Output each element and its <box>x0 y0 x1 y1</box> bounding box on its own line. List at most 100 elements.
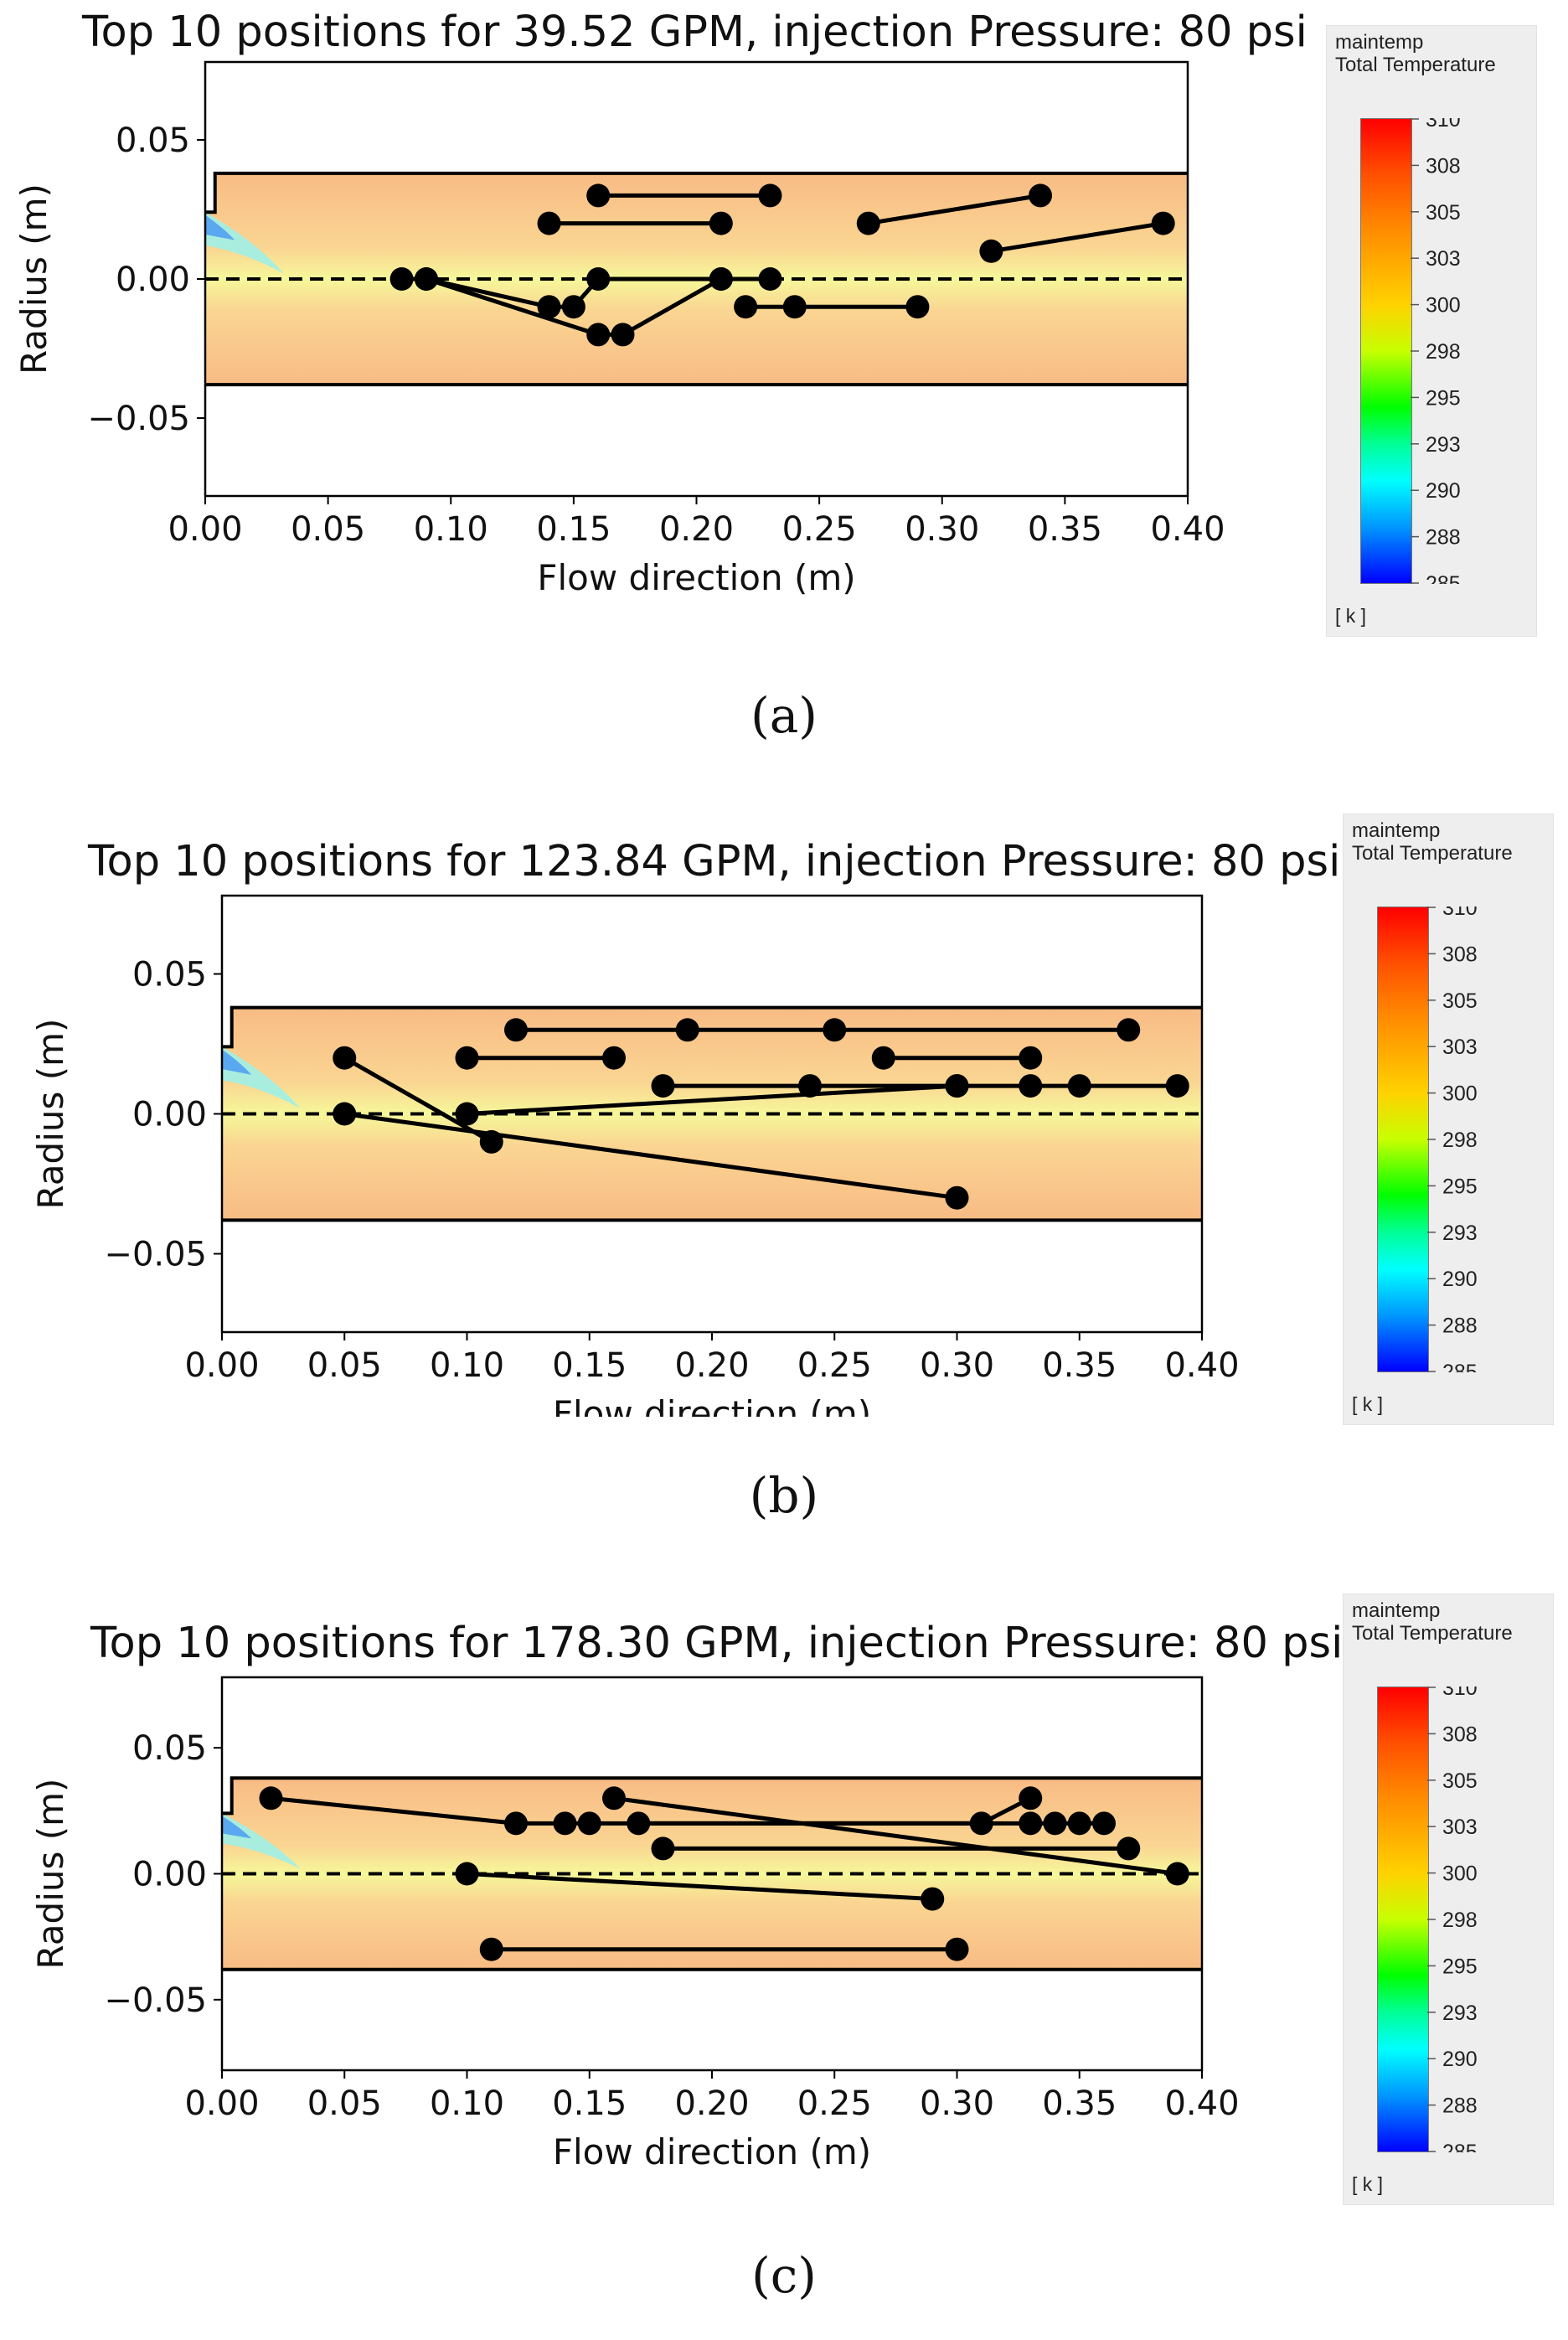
legend-tick-labels: 310 308 305 303 300 298 295 293 290 288 285 <box>1427 1687 1478 2152</box>
pipe-upper-wall <box>222 1005 1202 1049</box>
x-tick-label: 0.10 <box>414 510 488 549</box>
x-tick-label: 0.40 <box>1150 510 1225 549</box>
injection-plume <box>222 1046 301 1108</box>
temperature-legend: maintemp Total Temperature 310 308 305 303 3… <box>1326 25 1537 637</box>
legend-tick-label: 285 <box>1442 2141 1478 2152</box>
temperature-legend: maintemp Total Temperature 310 308 305 303 3… <box>1343 1594 1554 2205</box>
legend-tick-label: 305 <box>1442 1769 1478 1793</box>
legend-unit: [ k ] <box>1352 2173 1384 2195</box>
position-marker <box>414 267 438 291</box>
x-tick-label: 0.25 <box>797 2084 872 2123</box>
x-tick-label: 0.05 <box>307 1346 382 1385</box>
position-marker <box>979 239 1003 263</box>
position-marker <box>1019 1074 1043 1098</box>
x-tick-label: 0.30 <box>920 1346 994 1385</box>
position-marker <box>333 1046 357 1070</box>
legend-tick-label: 288 <box>1426 526 1461 550</box>
chart-c: Top 10 positions for 178.30 GPM, injecti… <box>30 1619 1340 2172</box>
y-tick-label: 0.00 <box>116 261 190 299</box>
y-axis-label: Radius (m) <box>13 183 54 375</box>
position-marker <box>389 267 414 291</box>
position-marker <box>905 295 930 319</box>
injection-plume <box>222 1813 301 1869</box>
x-tick-label: 0.00 <box>184 2084 259 2123</box>
position-marker <box>586 323 611 347</box>
position-marker <box>798 1074 822 1098</box>
position-marker <box>1067 1811 1091 1836</box>
panel-caption: (c) <box>751 2247 817 2304</box>
legend-subtitle: Total Temperature <box>1352 1622 1513 1645</box>
x-tick-label: 0.30 <box>905 510 979 549</box>
x-axis-label: Flow direction (m) <box>553 2131 871 2172</box>
position-marker <box>1092 1811 1116 1836</box>
position-marker <box>627 1811 651 1836</box>
x-tick-label: 0.15 <box>552 2084 627 2123</box>
y-axis-label: Radius (m) <box>30 1019 71 1210</box>
position-marker <box>945 1937 969 1961</box>
position-marker <box>455 1046 479 1070</box>
position-marker <box>1165 1074 1189 1098</box>
legend-tick-label: 298 <box>1442 1129 1478 1152</box>
position-marker <box>1029 183 1053 208</box>
position-marker <box>611 323 635 347</box>
position-connector-line <box>467 1083 957 1116</box>
legend-tick-label: 310 <box>1442 1687 1478 1700</box>
temperature-legend: maintemp Total Temperature 310 308 305 303 3… <box>1343 814 1554 1425</box>
legend-tick-label: 288 <box>1442 1315 1478 1338</box>
x-tick-label: 0.30 <box>920 2084 994 2123</box>
legend-colorbar <box>1360 118 1412 584</box>
legend-subtitle: Total Temperature <box>1352 842 1513 865</box>
legend-tick-label: 308 <box>1442 1723 1478 1746</box>
injection-plume <box>205 212 284 274</box>
position-marker <box>651 1836 675 1861</box>
position-marker <box>586 267 611 291</box>
legend-title: maintemp <box>1352 819 1441 842</box>
inlet-step-cutout <box>222 1007 232 1047</box>
y-tick-label: 0.00 <box>132 1096 207 1134</box>
y-tick-label: 0.05 <box>132 1729 207 1768</box>
legend-tick-label: 300 <box>1426 294 1461 318</box>
position-marker <box>1019 1811 1043 1836</box>
legend-tick-label: 298 <box>1442 1909 1478 1932</box>
position-marker <box>553 1811 577 1836</box>
x-axis-label: Flow direction (m) <box>537 557 855 598</box>
chart-title: Top 10 positions for 39.52 GPM, injectio… <box>81 8 1308 57</box>
position-marker <box>1151 211 1175 235</box>
chart-b: Top 10 positions for 123.84 GPM, injecti… <box>30 837 1340 1417</box>
position-marker <box>504 1018 528 1042</box>
legend-tick-label: 290 <box>1442 2048 1478 2071</box>
position-marker <box>333 1102 357 1126</box>
legend-tick-labels: 310 308 305 303 300 298 295 293 290 288 285 <box>1427 907 1478 1372</box>
legend-tick-label: 293 <box>1442 2002 1478 2025</box>
x-tick-label: 0.00 <box>184 1346 259 1385</box>
position-connector-line <box>343 1112 957 1201</box>
legend-tick-label: 288 <box>1442 2095 1478 2118</box>
legend-tick-label: 308 <box>1442 943 1478 966</box>
injection-core <box>222 1049 252 1075</box>
chart-title: Top 10 positions for 178.30 GPM, injecti… <box>90 1619 1340 1668</box>
legend-tick-label: 290 <box>1442 1268 1478 1291</box>
y-tick-label: −0.05 <box>104 1981 207 2020</box>
position-connector-line <box>613 1795 1179 1876</box>
legend-tick-label: 303 <box>1426 247 1461 271</box>
x-tick-label: 0.10 <box>430 2084 504 2123</box>
position-connector-line <box>467 1872 933 1902</box>
legend-tick-label: 295 <box>1442 1955 1478 1978</box>
legend-tick-label: 305 <box>1442 989 1478 1013</box>
panel-caption: (a) <box>750 687 818 744</box>
position-marker <box>479 1129 503 1154</box>
x-tick-label: 0.40 <box>1164 1346 1239 1385</box>
legend-tick-label: 295 <box>1442 1175 1478 1198</box>
x-tick-label: 0.05 <box>307 2084 382 2123</box>
legend-tick-label: 300 <box>1442 1862 1478 1886</box>
chart-panel-c: Top 10 positions for 178.30 GPM, injecti… <box>0 1560 1568 2340</box>
legend-tick-label: 310 <box>1426 118 1461 132</box>
x-tick-label: 0.20 <box>674 1346 749 1385</box>
position-marker <box>758 267 782 291</box>
x-tick-label: 0.20 <box>674 2084 749 2123</box>
x-tick-label: 0.40 <box>1164 2084 1239 2123</box>
position-marker <box>856 211 880 235</box>
position-marker <box>734 295 758 319</box>
legend-tick-label: 285 <box>1426 572 1461 584</box>
x-tick-label: 0.35 <box>1028 510 1102 549</box>
